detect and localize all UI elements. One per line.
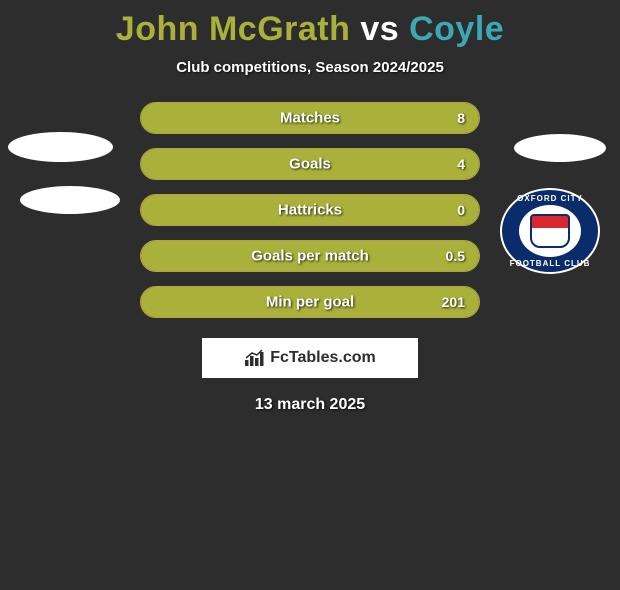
club-ring-text-top: OXFORD CITY (517, 194, 583, 203)
stat-value-right: 201 (442, 294, 465, 310)
page-title: John McGrath vs Coyle (0, 10, 620, 49)
stat-value-right: 4 (457, 156, 465, 172)
club-badge-inner (519, 205, 581, 257)
stat-label: Min per goal (266, 294, 354, 311)
stat-row: Goals 4 (140, 148, 480, 180)
stat-value-right: 0 (457, 202, 465, 218)
date-text: 13 march 2025 (0, 396, 620, 414)
title-player2: Coyle (409, 10, 504, 48)
brand-box[interactable]: FcTables.com (202, 338, 418, 378)
club-badge-shield (530, 214, 570, 248)
title-player1: John McGrath (116, 10, 351, 48)
club-badge-ring: OXFORD CITY FOOTBALL CLUB (502, 190, 598, 272)
stat-label: Matches (280, 110, 340, 127)
brand-text: FcTables.com (270, 349, 376, 367)
stat-row: Min per goal 201 (140, 286, 480, 318)
stat-row: Matches 8 (140, 102, 480, 134)
player2-avatar-1 (514, 134, 606, 162)
stat-value-right: 8 (457, 110, 465, 126)
club-ring-text-bottom: FOOTBALL CLUB (510, 259, 591, 268)
player1-avatar-1 (8, 132, 113, 162)
bar-chart-icon (244, 349, 266, 367)
stat-label: Goals per match (251, 248, 369, 265)
stat-label: Hattricks (278, 202, 342, 219)
stat-value-right: 0.5 (446, 248, 465, 264)
player1-avatar-2 (20, 186, 120, 214)
subtitle: Club competitions, Season 2024/2025 (0, 59, 620, 76)
title-vs: vs (360, 10, 399, 48)
stat-row: Goals per match 0.5 (140, 240, 480, 272)
stat-label: Goals (289, 156, 331, 173)
stat-row: Hattricks 0 (140, 194, 480, 226)
player2-club-badge: OXFORD CITY FOOTBALL CLUB (500, 188, 600, 274)
